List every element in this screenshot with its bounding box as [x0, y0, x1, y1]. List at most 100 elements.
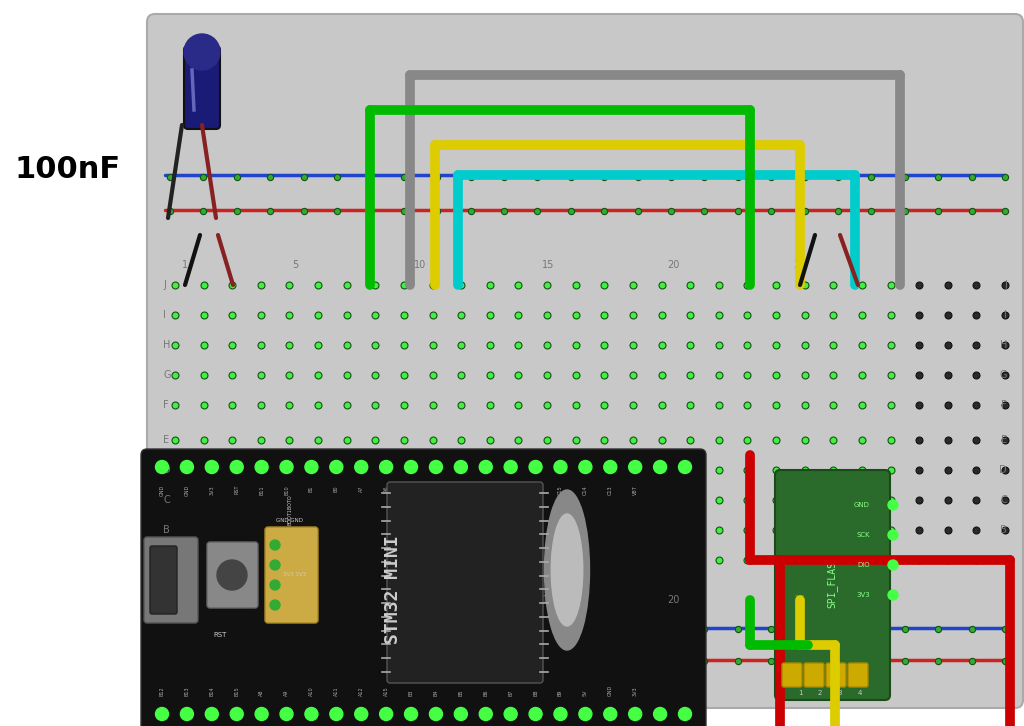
Text: 4: 4: [858, 690, 862, 696]
Circle shape: [180, 460, 194, 473]
Text: A: A: [1000, 555, 1007, 565]
Circle shape: [404, 460, 418, 473]
Circle shape: [504, 708, 517, 720]
Text: E: E: [1000, 435, 1007, 445]
Text: 25: 25: [794, 260, 806, 270]
FancyBboxPatch shape: [848, 663, 868, 687]
FancyBboxPatch shape: [147, 14, 1023, 708]
Text: 2: 2: [818, 690, 822, 696]
Text: D: D: [999, 465, 1007, 475]
Circle shape: [255, 708, 268, 720]
FancyBboxPatch shape: [150, 546, 177, 614]
Circle shape: [554, 708, 567, 720]
Text: 3V3 3V3: 3V3 3V3: [284, 573, 306, 577]
Text: B4: B4: [433, 690, 438, 696]
Text: 1: 1: [182, 260, 188, 270]
Text: A11: A11: [334, 686, 339, 696]
Text: SPI_FLAS: SPI_FLAS: [826, 561, 838, 608]
FancyBboxPatch shape: [144, 537, 198, 623]
Text: GND GND: GND GND: [276, 518, 303, 523]
Circle shape: [429, 708, 442, 720]
Text: B0: B0: [334, 485, 339, 492]
Text: B8: B8: [534, 690, 538, 696]
Text: 20: 20: [667, 595, 679, 605]
Circle shape: [479, 460, 493, 473]
Text: B9: B9: [558, 690, 563, 696]
Circle shape: [429, 460, 442, 473]
FancyBboxPatch shape: [184, 46, 220, 129]
Text: 15: 15: [542, 595, 554, 605]
Circle shape: [270, 560, 280, 570]
Circle shape: [156, 460, 169, 473]
Text: 1: 1: [182, 595, 188, 605]
Circle shape: [888, 530, 898, 540]
Text: B14: B14: [209, 686, 214, 696]
Text: A10: A10: [309, 686, 314, 696]
Text: I: I: [163, 310, 166, 320]
Text: 3V3: 3V3: [209, 485, 214, 494]
Text: GND: GND: [854, 502, 870, 508]
Text: A: A: [163, 555, 170, 565]
Circle shape: [579, 708, 592, 720]
Circle shape: [205, 708, 218, 720]
Circle shape: [205, 460, 218, 473]
Circle shape: [180, 708, 194, 720]
Circle shape: [888, 500, 898, 510]
Text: B15: B15: [234, 686, 240, 696]
Text: 25: 25: [794, 595, 806, 605]
Text: B1: B1: [309, 485, 314, 492]
Text: B5: B5: [459, 690, 463, 696]
Circle shape: [479, 708, 493, 720]
Text: G: G: [999, 370, 1007, 380]
Circle shape: [354, 708, 368, 720]
Text: J: J: [1005, 280, 1007, 290]
Text: C14: C14: [583, 485, 588, 494]
Text: 5: 5: [292, 595, 298, 605]
Ellipse shape: [551, 514, 583, 626]
Circle shape: [270, 600, 280, 610]
Text: A15: A15: [384, 686, 389, 696]
FancyBboxPatch shape: [207, 542, 258, 608]
Circle shape: [888, 590, 898, 600]
Circle shape: [554, 460, 567, 473]
Text: A2: A2: [483, 485, 488, 492]
FancyBboxPatch shape: [804, 663, 824, 687]
Text: RST: RST: [213, 632, 226, 638]
Circle shape: [184, 34, 220, 70]
Text: GND: GND: [160, 485, 165, 497]
Text: 5: 5: [292, 260, 298, 270]
Text: B: B: [1000, 525, 1007, 535]
Circle shape: [604, 460, 616, 473]
Text: SCK: SCK: [856, 532, 870, 538]
Text: B6: B6: [483, 690, 488, 696]
Text: A9: A9: [284, 690, 289, 696]
Circle shape: [529, 708, 542, 720]
FancyBboxPatch shape: [265, 527, 318, 623]
Circle shape: [330, 708, 343, 720]
Text: J: J: [163, 280, 166, 290]
Circle shape: [270, 580, 280, 590]
Text: B7: B7: [508, 690, 513, 696]
Circle shape: [653, 708, 667, 720]
Circle shape: [380, 460, 392, 473]
FancyBboxPatch shape: [387, 482, 543, 683]
Text: A3: A3: [459, 485, 463, 492]
Text: C: C: [1000, 495, 1007, 505]
Text: F: F: [1001, 400, 1007, 410]
Circle shape: [529, 460, 542, 473]
Text: B10: B10: [284, 485, 289, 494]
Text: 3: 3: [838, 690, 843, 696]
Text: H: H: [999, 340, 1007, 350]
Circle shape: [255, 460, 268, 473]
Text: A7: A7: [358, 485, 364, 492]
Circle shape: [230, 460, 244, 473]
Text: VBT: VBT: [633, 485, 638, 494]
Text: STM32 MINI: STM32 MINI: [384, 536, 402, 645]
Text: H: H: [163, 340, 170, 350]
Text: BOOT1BOTO: BOOT1BOTO: [288, 494, 293, 526]
Text: 20: 20: [667, 260, 679, 270]
Text: A12: A12: [358, 686, 364, 696]
FancyBboxPatch shape: [141, 449, 706, 726]
Text: I: I: [1005, 310, 1007, 320]
Circle shape: [330, 460, 343, 473]
